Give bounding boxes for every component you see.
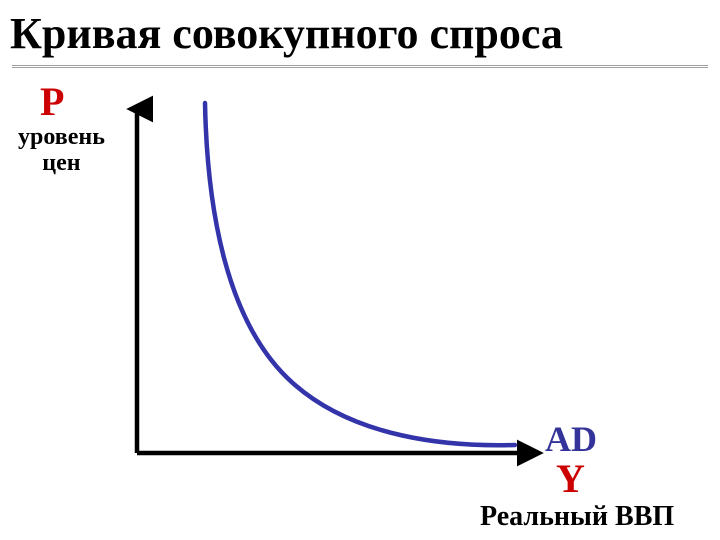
y-axis-variable: Р	[40, 78, 64, 125]
title-underline	[12, 65, 708, 68]
ad-curve	[205, 103, 515, 445]
x-axis-variable: Y	[556, 455, 585, 502]
x-axis-label: Реальный ВВП	[480, 501, 674, 533]
slide-title: Кривая совокупного спроса	[10, 8, 710, 59]
ad-curve-graph	[115, 95, 545, 475]
curve-label-ad: AD	[545, 418, 597, 460]
y-axis-label: уровеньцен	[18, 124, 105, 177]
